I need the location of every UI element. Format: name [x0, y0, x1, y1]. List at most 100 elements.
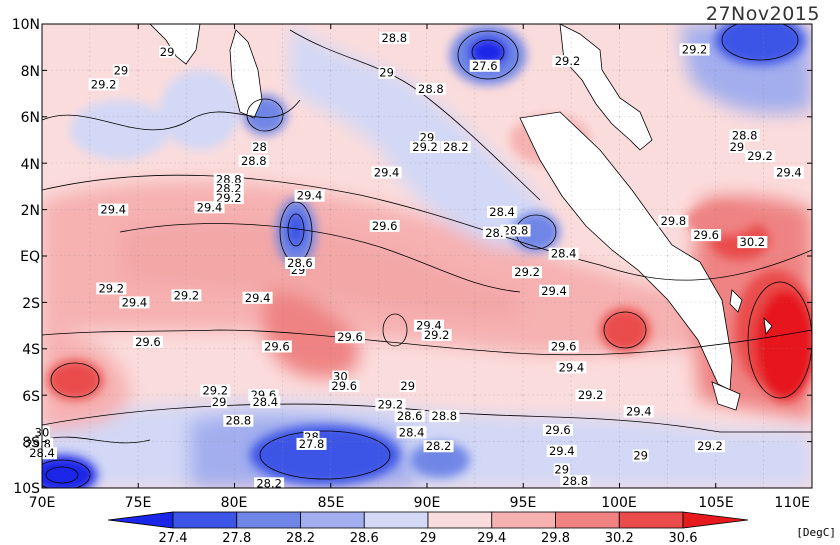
- contour-label: 28.4: [548, 247, 579, 261]
- contour-label: 29.4: [98, 203, 129, 217]
- contour-label-text: 29.6: [135, 335, 161, 349]
- contour-label-text: 29.4: [297, 189, 323, 203]
- contour-label-text: 29.2: [697, 439, 723, 453]
- contour-label-text: 29.2: [412, 140, 438, 154]
- contour-label: 29.2: [410, 140, 441, 154]
- contour-label-text: 28.4: [399, 425, 425, 439]
- x-axis: 70E 75E 80E 85E 90E 95E 100E 105E 110E: [29, 495, 810, 511]
- contour-label-text: 28.2: [443, 140, 469, 154]
- contour-label-text: 29.6: [331, 379, 357, 393]
- contour-label: 28.8: [729, 128, 760, 142]
- y-tick-label: 6N: [21, 110, 40, 126]
- contour-label-text: 29.4: [100, 203, 126, 217]
- contour-label-text: 29: [554, 462, 569, 476]
- contour-label: 29.6: [691, 228, 722, 242]
- colorbar-label: 27.8: [222, 531, 251, 545]
- contour-label: 30.2: [737, 235, 768, 249]
- contour-label-text: 28.8: [732, 128, 758, 142]
- contour-label: 28.8: [223, 414, 254, 428]
- x-tick-label: 95E: [510, 495, 537, 511]
- colorbar-label: 27.4: [159, 531, 188, 545]
- contour-label: 29: [553, 462, 570, 476]
- contour-label: 29: [211, 395, 228, 409]
- contour-label: 27.6: [469, 59, 500, 73]
- y-tick-label: 8N: [21, 64, 40, 80]
- contour-label-text: 29.2: [514, 265, 540, 279]
- contour-label-text: 28.8: [241, 154, 267, 168]
- contour-label: 29.2: [512, 265, 543, 279]
- contour-label-text: 29.4: [776, 165, 802, 179]
- contour-label: 29: [728, 140, 745, 154]
- contour-label: 29.4: [194, 200, 225, 214]
- colorbar-unit: [DegC]: [796, 526, 836, 539]
- contour-label: 29.4: [546, 444, 577, 458]
- contour-label-text: 29.4: [559, 360, 585, 374]
- contour-label: 29.2: [679, 43, 710, 57]
- contour-label: 28.2: [423, 439, 454, 453]
- x-tick-label: 70E: [29, 495, 56, 511]
- contour-label: 29.2: [96, 281, 127, 295]
- contour-label-text: 28.8: [562, 474, 588, 488]
- contour-label-text: 29: [730, 140, 745, 154]
- contour-label: 29.6: [548, 339, 579, 353]
- contour-label-text: 29.6: [551, 339, 577, 353]
- colorbar-segment: [236, 511, 301, 529]
- contour-label: 29.2: [375, 397, 406, 411]
- contour-label-text: 29.6: [372, 219, 398, 233]
- contour-label-text: 29: [160, 45, 175, 59]
- y-tick-label: 10N: [12, 17, 40, 33]
- contour-label: 28.2: [254, 476, 285, 490]
- contour-label-text: 29.2: [747, 149, 773, 163]
- contour-label-text: 28.: [485, 226, 503, 240]
- contour-label: 29.2: [694, 439, 725, 453]
- contour-label-text: 29.4: [541, 284, 567, 298]
- contour-label: 29.4: [539, 284, 570, 298]
- y-tick-label: 10S: [13, 481, 40, 497]
- colorbar-segment: [491, 511, 556, 529]
- contour-label: 28.2: [440, 140, 471, 154]
- contour-label: 28.6: [394, 409, 425, 423]
- contour-label: 29.6: [542, 423, 573, 437]
- x-tick-label: 80E: [221, 495, 248, 511]
- contour-label: 28.4: [250, 395, 281, 409]
- colorbar-segment: [427, 511, 493, 529]
- contour-label: 29: [112, 63, 129, 77]
- contour-label-text: 29.2: [682, 43, 708, 57]
- contour-label: 29.6: [329, 379, 360, 393]
- x-tick-label: 105E: [698, 495, 734, 511]
- colorbar-label: 29.8: [541, 531, 570, 545]
- contour-label: 29.2: [745, 149, 776, 163]
- contour-label: 29.6: [132, 335, 163, 349]
- contour-label: 28.8: [415, 82, 446, 96]
- contour-label-text: 29.4: [549, 444, 575, 458]
- colorbar-segment: [682, 511, 749, 529]
- contour-label-text: 29: [114, 63, 129, 77]
- y-tick-label: 2S: [22, 296, 40, 312]
- colorbar-label: 30.6: [669, 531, 698, 545]
- y-tick-label: EQ: [20, 249, 40, 265]
- x-tick-label: 100E: [601, 495, 637, 511]
- colorbar-label: 29.4: [477, 531, 506, 545]
- contour-label: 29.6: [261, 339, 292, 353]
- y-axis: 10N 8N 6N 4N 2N EQ 2S 4S 6S 8S 10S: [12, 17, 40, 497]
- contour-label: 29.4: [371, 165, 402, 179]
- colorbar-segment: [172, 511, 238, 529]
- contour-label-text: 29.2: [91, 77, 117, 91]
- contour-label: 28.8: [238, 154, 269, 168]
- contour-label-text: 29.6: [545, 423, 571, 437]
- contour-label-text: 28.2: [426, 439, 452, 453]
- contour-label: 28.4: [487, 205, 518, 219]
- contour-label-text: 28.2: [256, 476, 282, 490]
- contour-label-text: 29.2: [378, 397, 404, 411]
- y-tick-label: 8S: [22, 435, 40, 451]
- contour-label-text: 28.8: [226, 414, 252, 428]
- contour-label-text: 27.6: [472, 59, 498, 73]
- contour-label: 29.2: [421, 328, 452, 342]
- x-tick-label: 75E: [125, 495, 152, 511]
- contour-label: 29: [632, 449, 649, 463]
- contour-label: 29.2: [171, 288, 202, 302]
- colorbar-segment: [555, 511, 620, 529]
- sst-field: [42, 24, 812, 488]
- contour-label: 28.8: [429, 409, 460, 423]
